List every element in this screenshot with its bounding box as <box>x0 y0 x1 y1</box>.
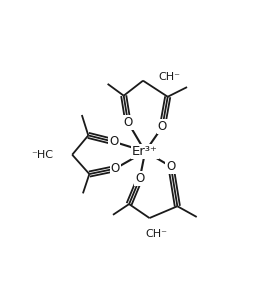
Text: Er³⁺: Er³⁺ <box>132 145 158 158</box>
Text: ⁻HC: ⁻HC <box>31 150 53 160</box>
Text: O: O <box>109 135 119 148</box>
Text: O: O <box>123 116 133 129</box>
Text: CH⁻: CH⁻ <box>158 72 180 82</box>
Text: O: O <box>166 160 176 173</box>
Text: CH⁻: CH⁻ <box>145 229 167 239</box>
Text: O: O <box>111 162 120 175</box>
Text: O: O <box>135 172 144 185</box>
Text: O: O <box>158 120 167 133</box>
